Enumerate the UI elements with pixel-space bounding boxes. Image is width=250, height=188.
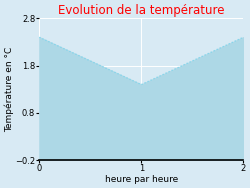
Y-axis label: Température en °C: Température en °C bbox=[4, 47, 14, 132]
X-axis label: heure par heure: heure par heure bbox=[105, 175, 178, 184]
Title: Evolution de la température: Evolution de la température bbox=[58, 4, 224, 17]
